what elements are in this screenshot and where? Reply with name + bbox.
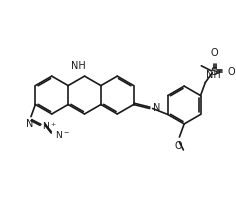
Text: NH: NH (206, 71, 221, 81)
Text: O: O (175, 141, 182, 151)
Text: O: O (211, 48, 218, 58)
Text: NH: NH (71, 61, 86, 71)
Text: O: O (227, 67, 235, 77)
Text: N: N (153, 104, 160, 114)
Text: N: N (26, 119, 34, 129)
Text: N$^+$: N$^+$ (42, 121, 57, 132)
Text: S: S (211, 67, 218, 77)
Text: N$^-$: N$^-$ (55, 128, 70, 140)
